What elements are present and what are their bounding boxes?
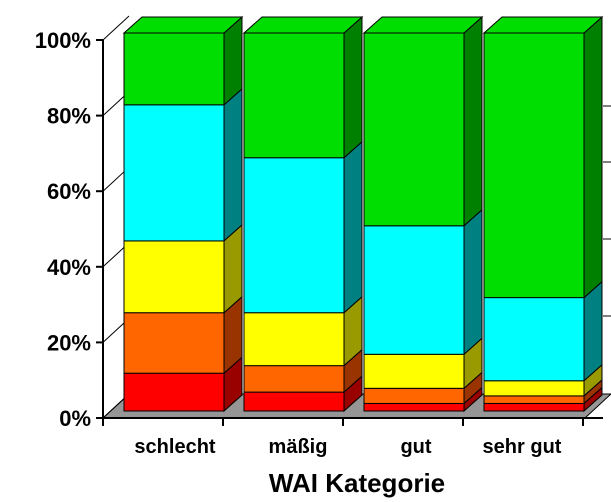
bar-segment <box>363 32 465 227</box>
y-tick-depth-line <box>102 15 130 41</box>
bar-segment <box>363 402 465 412</box>
bar-segment <box>483 402 585 412</box>
bar-segment-side <box>463 208 483 356</box>
tick-labels: 0% 20% 40% 60% 80% 100% schlecht mäßig gut sehr g… <box>35 28 562 458</box>
bar-segment <box>243 391 345 412</box>
bar-segment <box>123 372 225 412</box>
x-axis <box>102 417 603 426</box>
y-tick-label: 80% <box>47 104 91 129</box>
y-tick-label: 60% <box>47 179 91 204</box>
y-tick-label: 100% <box>35 28 91 53</box>
bar-segment <box>363 353 465 389</box>
bar-segment <box>123 312 225 374</box>
bar-segment <box>483 32 585 299</box>
bar-segment <box>363 225 465 355</box>
bar-segment <box>243 312 345 367</box>
bar-segment-side <box>343 15 363 159</box>
bar-segment <box>363 387 465 404</box>
bar-segment <box>483 297 585 382</box>
bars <box>122 15 604 413</box>
x-tick-label: schlecht <box>134 436 215 458</box>
y-tick-label: 0% <box>59 406 91 431</box>
x-tick-label: gut <box>400 436 431 458</box>
x-axis-title: WAI Kategorie <box>269 468 445 498</box>
bar-segment <box>243 32 345 159</box>
bar-segment-side <box>223 87 243 243</box>
bar-top <box>482 16 604 34</box>
bar-segment-side <box>583 280 603 382</box>
y-tick-label: 40% <box>47 255 91 280</box>
bar-segment <box>123 240 225 314</box>
bar-segment-side <box>583 15 603 299</box>
bar-top <box>242 16 364 34</box>
bar-segment <box>483 395 585 404</box>
bar-segment <box>243 157 345 314</box>
bar-top <box>362 16 484 34</box>
bar-segment <box>483 380 585 397</box>
bar-segment-side <box>343 140 363 314</box>
bar-segment <box>123 32 225 106</box>
y-tick-label: 20% <box>47 330 91 355</box>
bar-segment <box>243 365 345 393</box>
x-tick-label: mäßig <box>269 436 328 458</box>
bar-segment-side <box>463 15 483 227</box>
x-tick-label: sehr gut <box>483 436 562 458</box>
bar-segment <box>123 104 225 242</box>
bar-top <box>122 16 244 34</box>
